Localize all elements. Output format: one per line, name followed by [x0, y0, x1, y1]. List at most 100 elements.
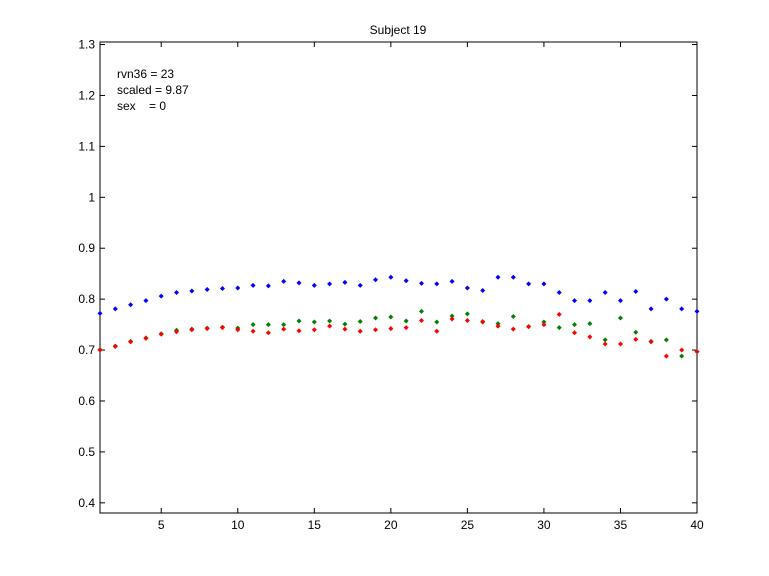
data-point	[143, 335, 149, 341]
data-point	[663, 296, 669, 302]
data-point	[174, 329, 180, 335]
data-point	[572, 298, 578, 304]
series-1	[97, 274, 700, 316]
data-point	[357, 282, 363, 288]
x-tick-label: 40	[690, 518, 704, 532]
data-point	[342, 279, 348, 285]
data-point	[281, 322, 287, 328]
data-point	[495, 321, 501, 327]
series-3	[97, 311, 700, 359]
data-point	[128, 339, 134, 345]
data-point	[648, 306, 654, 312]
data-point	[327, 318, 333, 324]
data-point	[602, 337, 608, 343]
x-tick-label: 35	[614, 518, 628, 532]
x-tick-label: 15	[308, 518, 322, 532]
y-tick-label: 0.6	[78, 394, 95, 408]
data-point	[480, 287, 486, 293]
data-point	[617, 341, 623, 347]
data-point	[541, 322, 547, 328]
data-point	[219, 325, 225, 331]
data-point	[526, 324, 532, 330]
annotation-rvn36: rvn36 = 23	[117, 67, 174, 81]
data-point	[572, 322, 578, 328]
data-point	[556, 325, 562, 331]
plot-area	[99, 41, 698, 514]
y-tick-label: 0.8	[78, 292, 95, 306]
data-point	[587, 334, 593, 340]
y-tick-label: 1.1	[78, 139, 95, 153]
data-point	[418, 318, 424, 324]
data-point	[434, 281, 440, 287]
data-point	[556, 290, 562, 296]
data-point	[617, 298, 623, 304]
data-point	[418, 308, 424, 314]
y-tick-label: 1.2	[78, 88, 95, 102]
data-point	[541, 281, 547, 287]
data-point	[311, 327, 317, 333]
chart-title: Subject 19	[370, 23, 427, 37]
data-point	[403, 318, 409, 324]
data-point	[541, 319, 547, 325]
annotation-block: rvn36 = 23 scaled = 9.87 sex = 0	[117, 67, 189, 113]
data-point	[495, 323, 501, 329]
data-point	[296, 318, 302, 324]
data-point	[342, 321, 348, 327]
data-point	[281, 278, 287, 284]
data-point	[602, 290, 608, 296]
data-point	[434, 319, 440, 325]
data-point	[235, 285, 241, 291]
data-point	[250, 322, 256, 328]
data-point	[158, 293, 164, 299]
data-point	[265, 322, 271, 328]
data-point	[357, 319, 363, 325]
data-point	[388, 274, 394, 280]
data-point	[633, 289, 639, 295]
data-point	[480, 319, 486, 325]
y-tick-label: 0.5	[78, 445, 95, 459]
data-point	[311, 282, 317, 288]
y-tick-label: 1	[88, 190, 95, 204]
data-point	[694, 349, 700, 355]
x-tick-label: 20	[384, 518, 398, 532]
data-point	[235, 327, 241, 333]
data-point	[587, 298, 593, 304]
data-point	[648, 338, 654, 344]
data-point	[510, 326, 516, 332]
x-tick-label: 30	[537, 518, 551, 532]
y-tick-label: 1.3	[78, 38, 95, 52]
data-point	[464, 285, 470, 291]
data-point	[311, 319, 317, 325]
data-point	[403, 325, 409, 331]
data-point	[128, 302, 134, 308]
data-point	[296, 280, 302, 286]
data-point	[434, 328, 440, 334]
axis-ticks: 5 10 15 20 25 30 35 40 0.4 0.5 0.6 0.7 0.8 0.9 1 1.1 1.2…	[78, 38, 704, 532]
data-point	[510, 313, 516, 319]
data-point	[97, 310, 103, 316]
data-point	[143, 298, 149, 304]
x-tick-label: 10	[231, 518, 245, 532]
x-tick-label: 25	[461, 518, 475, 532]
data-point	[189, 288, 195, 294]
data-point	[449, 313, 455, 319]
data-point	[572, 330, 578, 336]
data-point	[694, 308, 700, 314]
data-point	[617, 315, 623, 321]
data-point	[296, 328, 302, 334]
data-point	[265, 330, 271, 336]
data-point	[112, 343, 118, 349]
data-point	[388, 314, 394, 320]
data-point	[204, 286, 210, 292]
data-point	[587, 321, 593, 327]
data-point	[663, 337, 669, 343]
data-point	[189, 327, 195, 333]
data-point	[373, 315, 379, 321]
data-point	[403, 278, 409, 284]
data-point	[327, 323, 333, 329]
data-point	[158, 331, 164, 337]
data-point	[250, 282, 256, 288]
data-point	[373, 277, 379, 283]
